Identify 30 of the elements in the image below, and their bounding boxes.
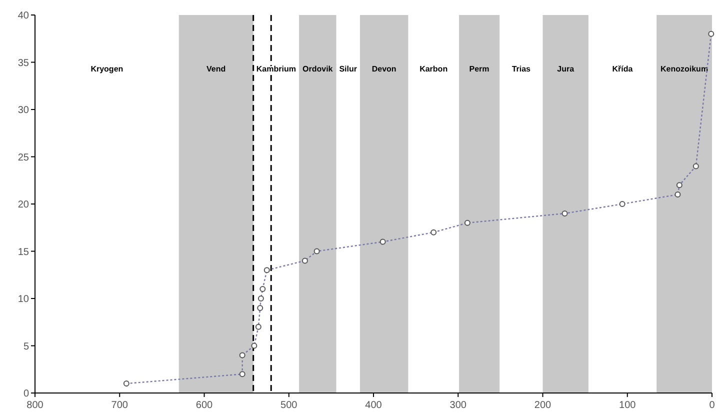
x-tick-label: 500: [280, 400, 298, 411]
band-label: Ordovik: [302, 64, 334, 74]
annotation: Karbon: [420, 64, 448, 74]
band-label: Jura: [557, 64, 575, 74]
y-tick-label: 10: [18, 294, 30, 305]
y-tick-label: 20: [18, 200, 30, 210]
annotation: Trias: [512, 64, 532, 74]
x-tick-label: 200: [534, 400, 552, 411]
x-tick-label: 700: [111, 400, 128, 411]
x-tick-label: 300: [450, 400, 467, 411]
y-tick-label: 5: [23, 341, 30, 352]
x-tick-label: 400: [365, 400, 382, 411]
y-tick-label: 25: [18, 152, 30, 164]
band-label: Devon: [372, 64, 396, 74]
x-tick-label: 100: [619, 400, 636, 411]
y-tick-label: 0: [23, 388, 30, 400]
band-label: Vend: [206, 64, 226, 74]
x-tick-label: 800: [26, 400, 44, 411]
annotation: Kambrium: [256, 64, 296, 74]
band-label: Kenozoikum: [660, 64, 708, 74]
y-tick-label: 30: [18, 105, 30, 116]
y-tick-label: 35: [18, 58, 30, 69]
y-tick-label: 40: [18, 10, 30, 22]
annotation: Silur: [339, 64, 358, 74]
y-tick-label: 15: [18, 246, 30, 258]
x-tick-label: 600: [196, 400, 214, 411]
x-tick-label: 0: [709, 400, 716, 411]
annotation: Křída: [612, 64, 634, 74]
band-label: Perm: [469, 64, 490, 74]
annotation: Kryogen: [90, 64, 124, 74]
